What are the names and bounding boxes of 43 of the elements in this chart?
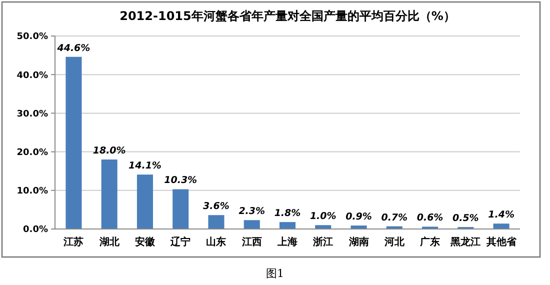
- x-tick-label: 河北: [383, 236, 406, 248]
- bar: [66, 56, 82, 229]
- data-label: 1.8%: [274, 208, 301, 220]
- x-tick-label: 江西: [240, 236, 262, 248]
- bar: [136, 174, 153, 229]
- x-tick-label: 江苏: [62, 236, 84, 248]
- y-tick-label: 20.0%: [16, 148, 48, 158]
- x-tick-label: 湖南: [348, 236, 369, 248]
- data-label: 0.6%: [416, 212, 444, 224]
- data-label: 0.5%: [452, 213, 479, 224]
- x-tick-label: 浙江: [312, 236, 334, 248]
- x-tick-label: 其他省: [485, 236, 518, 248]
- data-label: 10.3%: [164, 175, 198, 186]
- data-label: 1.4%: [488, 210, 514, 221]
- x-tick-label: 安徽: [134, 236, 156, 248]
- bar: [279, 222, 296, 229]
- data-label: 0.9%: [346, 212, 372, 223]
- bar: [208, 215, 224, 229]
- x-tick-label: 山东: [206, 236, 226, 248]
- data-label: 2.3%: [238, 206, 266, 218]
- bar: [315, 225, 332, 229]
- y-tick-label: 30.0%: [16, 109, 48, 120]
- y-tick-label: 10.0%: [16, 186, 48, 197]
- caption: 图1: [266, 267, 284, 280]
- y-tick-label: 50.0%: [16, 32, 48, 42]
- data-label: 1.0%: [310, 211, 336, 222]
- data-label: 18.0%: [92, 146, 126, 157]
- data-label: 0.7%: [381, 212, 408, 224]
- bar: [172, 189, 189, 229]
- x-tick-label: 黑龙江: [450, 236, 481, 248]
- data-label: 44.6%: [56, 42, 90, 54]
- x-tick-label: 辽宁: [170, 236, 191, 248]
- chart-title: 2012-1015年河蟹各省年产量对全国产量的平均百分比（%）: [120, 9, 456, 23]
- bar: [101, 160, 118, 229]
- y-tick-label: 40.0%: [16, 70, 48, 81]
- bar: [493, 224, 510, 229]
- x-tick-label: 上海: [276, 236, 298, 248]
- x-tick-label: 湖北: [98, 236, 120, 248]
- bar: [244, 220, 260, 229]
- data-label: 3.6%: [203, 201, 230, 212]
- x-tick-label: 广东: [419, 236, 440, 248]
- data-label: 14.1%: [128, 160, 162, 172]
- y-tick-label: 0.0%: [23, 225, 48, 236]
